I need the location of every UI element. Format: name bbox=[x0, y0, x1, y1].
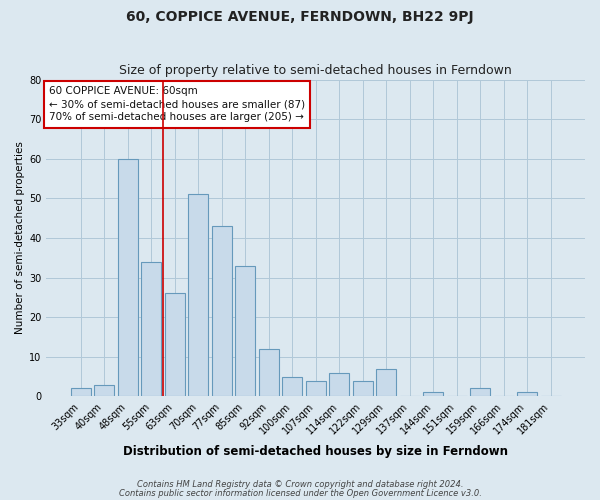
X-axis label: Distribution of semi-detached houses by size in Ferndown: Distribution of semi-detached houses by … bbox=[123, 444, 508, 458]
Bar bbox=[259, 349, 279, 397]
Bar bbox=[353, 380, 373, 396]
Text: 60, COPPICE AVENUE, FERNDOWN, BH22 9PJ: 60, COPPICE AVENUE, FERNDOWN, BH22 9PJ bbox=[126, 10, 474, 24]
Text: Contains HM Land Registry data © Crown copyright and database right 2024.: Contains HM Land Registry data © Crown c… bbox=[137, 480, 463, 489]
Bar bbox=[212, 226, 232, 396]
Bar bbox=[165, 294, 185, 397]
Bar bbox=[306, 380, 326, 396]
Text: 60 COPPICE AVENUE: 60sqm
← 30% of semi-detached houses are smaller (87)
70% of s: 60 COPPICE AVENUE: 60sqm ← 30% of semi-d… bbox=[49, 86, 305, 122]
Bar bbox=[282, 376, 302, 396]
Bar bbox=[71, 388, 91, 396]
Bar bbox=[329, 372, 349, 396]
Bar bbox=[118, 159, 138, 396]
Bar bbox=[517, 392, 537, 396]
Y-axis label: Number of semi-detached properties: Number of semi-detached properties bbox=[15, 142, 25, 334]
Bar bbox=[188, 194, 208, 396]
Bar bbox=[142, 262, 161, 396]
Bar bbox=[376, 368, 396, 396]
Title: Size of property relative to semi-detached houses in Ferndown: Size of property relative to semi-detach… bbox=[119, 64, 512, 77]
Bar bbox=[235, 266, 255, 396]
Text: Contains public sector information licensed under the Open Government Licence v3: Contains public sector information licen… bbox=[119, 488, 481, 498]
Bar bbox=[470, 388, 490, 396]
Bar bbox=[94, 384, 115, 396]
Bar bbox=[423, 392, 443, 396]
